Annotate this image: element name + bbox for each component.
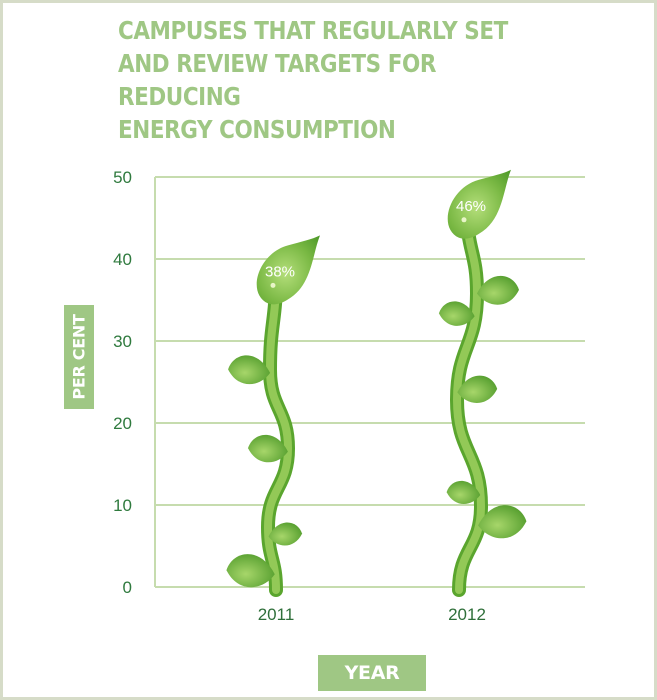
vine-leaf [268,522,303,546]
y-tick-label: 50 [113,168,132,187]
x-tick-labels: 2011 2012 [258,605,486,624]
y-tick-label: 10 [113,496,132,515]
vine-2012: 46% [438,169,527,597]
vine-leaf [477,275,519,305]
value-marker [270,282,276,288]
x-axis-title-box: YEAR [318,655,426,691]
vine-leaf [457,375,498,403]
vine-leaf [446,480,481,504]
y-axis-title-box: PER CENT [64,305,94,409]
data-label: 46% [456,198,486,215]
data-label: 38% [265,263,295,280]
x-tick-label: 2011 [258,605,295,624]
vine-stem [263,271,293,594]
x-tick-label: 2012 [448,605,486,624]
vine-leaf [228,355,271,385]
chart-title: CAMPUSES THAT REGULARLY SET AND REVIEW T… [118,16,508,144]
vines: 38% 46% [226,169,527,597]
vine-leaf [478,505,527,539]
x-axis-title: YEAR [344,662,400,684]
vine-leaf [438,301,475,326]
value-marker [461,217,467,223]
y-tick-label: 30 [113,332,132,351]
vine-leaf [248,434,288,463]
grid-lines [154,176,585,588]
y-tick-label: 0 [123,578,132,597]
y-tick-label: 20 [113,414,132,433]
vine-stem [452,205,486,594]
y-tick-label: 40 [113,250,132,269]
y-tick-labels: 0 10 20 30 40 50 [113,168,132,597]
vine-leaf [226,554,275,588]
vine-2011: 38% [226,235,320,597]
